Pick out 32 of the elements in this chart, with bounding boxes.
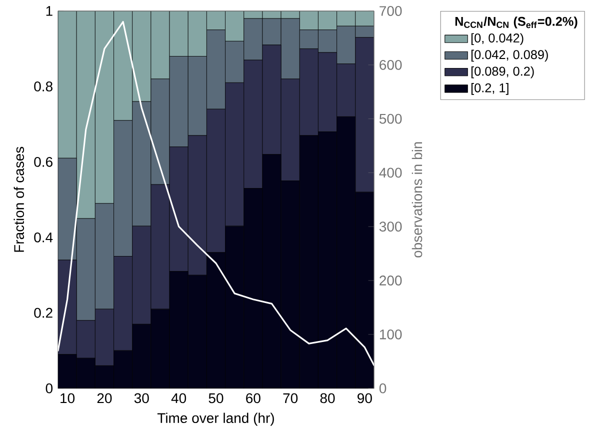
y-tick-label: 1 (46, 6, 52, 16)
legend-label: [0.042, 0.089) (471, 50, 548, 62)
y2-tick-label: 500 (379, 114, 402, 124)
y-tick-label: 0.6 (34, 156, 52, 167)
y2-tick-label: 0 (379, 383, 386, 394)
y-tick-label: 0.4 (34, 232, 53, 242)
y-tick-label: 0.8 (34, 81, 52, 92)
y-tick-label: 0 (46, 383, 53, 394)
x-tick-label: 50 (208, 393, 224, 404)
x-tick-label: 90 (358, 393, 372, 404)
y2-tick-label: 400 (379, 168, 402, 178)
legend-title: N$_{CCN}$/N$_{CN}$ (S$_{eff}$=0.2%) (455, 16, 578, 28)
x-tick-label: 80 (320, 393, 335, 404)
x-tick-label: 30 (134, 393, 149, 404)
x-tick-label: 70 (283, 393, 298, 404)
legend-label: [0, 0.042) (471, 33, 524, 45)
y-axis-title: Fraction of cases (14, 146, 24, 252)
y2-axis-title: observations in bin (412, 142, 422, 258)
x-tick-label: 60 (246, 393, 260, 404)
legend-label: [0.089, 0.2) (471, 66, 534, 78)
legend-label: [0.2, 1] (471, 82, 508, 95)
y2-tick-label: 700 (380, 6, 402, 16)
x-axis-title: Time over land (hr) (157, 412, 274, 426)
y2-tick-label: 100 (380, 329, 402, 340)
y2-tick-label: 300 (379, 222, 402, 232)
x-tick-label: 20 (97, 393, 112, 404)
y-tick-label: 0.2 (34, 308, 52, 318)
y2-tick-label: 200 (380, 275, 402, 286)
x-tick-label: 40 (171, 393, 186, 404)
x-tick-label: 10 (60, 393, 75, 404)
line-series (58, 20, 374, 366)
y2-tick-label: 600 (380, 60, 402, 70)
